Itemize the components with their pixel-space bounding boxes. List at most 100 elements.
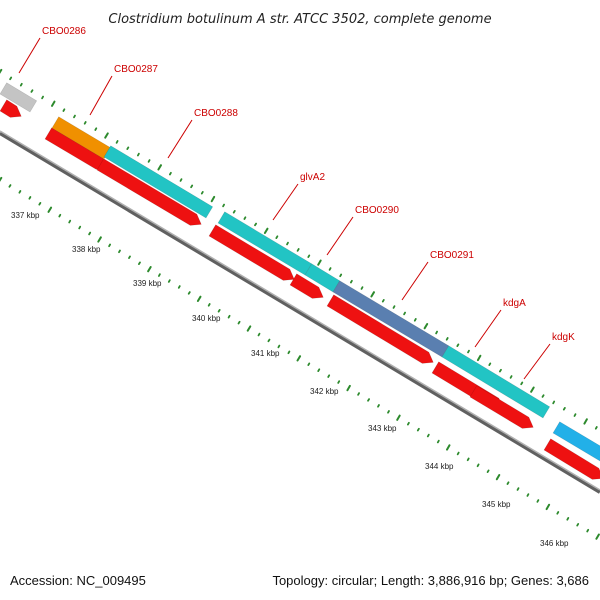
gene-label: CBO0291 <box>430 250 474 261</box>
tick-mark <box>566 517 570 521</box>
tick-mark <box>83 121 87 125</box>
tick-mark <box>168 171 172 176</box>
scale-labels: 337 kbp 338 kbp 339 kbp 340 kbp 341 kbp 342 k… <box>11 211 569 548</box>
gene-leader-line <box>89 75 113 116</box>
tick-mark <box>167 279 171 283</box>
tick-mark <box>357 392 361 396</box>
tick-mark <box>387 410 390 414</box>
tick-mark <box>68 219 72 224</box>
tick-mark <box>370 291 375 298</box>
tick-mark <box>78 225 82 230</box>
tick-mark <box>88 231 92 236</box>
tick-mark <box>526 493 530 497</box>
gene-label: CBO0286 <box>42 26 86 37</box>
tick-mark <box>38 201 42 206</box>
gene-leader-line <box>167 119 193 159</box>
tick-mark <box>287 350 291 355</box>
tick-mark <box>207 303 211 307</box>
scale-label: 345 kbp <box>482 500 511 509</box>
tick-mark <box>0 68 3 74</box>
scale-label: 344 kbp <box>425 462 454 471</box>
tick-mark <box>406 421 410 426</box>
gene-label: kdgK <box>552 332 575 343</box>
tick-mark <box>126 146 130 151</box>
tick-mark <box>426 433 430 438</box>
tick-mark <box>413 317 417 322</box>
gene-label: CBO0290 <box>355 205 399 216</box>
gene-label: CBO0288 <box>194 108 238 119</box>
tick-mark <box>115 140 119 144</box>
tick-mark <box>157 273 161 277</box>
gene-track <box>0 82 600 462</box>
tick-mark <box>8 184 12 188</box>
scale-label: 337 kbp <box>11 211 40 220</box>
tick-mark <box>506 481 510 485</box>
tick-mark <box>377 404 380 408</box>
scale-label: 342 kbp <box>310 387 339 396</box>
tick-mark <box>466 457 470 462</box>
tick-mark <box>243 216 247 220</box>
gene-leader-line <box>474 309 502 348</box>
tick-mark <box>246 325 252 332</box>
tick-mark <box>307 254 311 259</box>
tick-mark <box>267 338 271 343</box>
tick-mark <box>147 266 152 273</box>
tick-mark <box>476 463 480 468</box>
tick-mark <box>317 368 321 373</box>
tick-mark <box>456 343 460 348</box>
tick-mark <box>435 330 439 335</box>
tick-mark <box>520 381 524 386</box>
tick-mark <box>263 227 269 234</box>
scale-label: 339 kbp <box>133 279 162 288</box>
tick-mark <box>467 349 470 354</box>
gene-band <box>103 145 214 219</box>
tick-mark <box>217 308 221 313</box>
tick-mark <box>360 286 364 290</box>
tick-mark <box>62 108 66 112</box>
tick-mark <box>94 127 98 131</box>
tick-mark <box>396 414 401 421</box>
cds-arrow <box>543 438 600 480</box>
tick-mark <box>349 279 353 284</box>
tick-mark <box>210 195 216 203</box>
tick-mark <box>51 100 56 107</box>
tick-mark <box>346 384 351 392</box>
tick-mark <box>136 152 140 157</box>
tick-mark <box>317 259 322 266</box>
tick-mark <box>190 184 194 189</box>
tick-mark <box>254 222 258 227</box>
tick-mark <box>47 206 53 213</box>
tick-mark <box>177 285 181 289</box>
tick-mark <box>488 362 492 367</box>
tick-mark <box>104 132 109 139</box>
tick-mark <box>108 243 111 248</box>
tick-mark <box>530 386 535 393</box>
tick-mark <box>595 533 600 540</box>
tick-mark <box>498 368 502 373</box>
tick-mark <box>445 337 449 341</box>
tick-mark <box>73 114 76 119</box>
tick-mark <box>275 235 279 240</box>
scale-label: 343 kbp <box>368 424 397 433</box>
tick-mark <box>486 469 490 474</box>
tick-mark <box>476 354 482 362</box>
tick-mark <box>30 89 34 93</box>
tick-mark <box>232 209 236 214</box>
tick-mark <box>97 236 102 243</box>
tick-mark <box>296 355 302 362</box>
tick-mark <box>147 159 151 163</box>
tick-mark <box>137 261 141 266</box>
scale-label: 338 kbp <box>72 245 101 254</box>
tick-mark <box>583 418 588 425</box>
tick-mark <box>416 427 420 432</box>
tick-mark <box>257 332 261 337</box>
tick-mark <box>128 255 131 260</box>
accession-text: Accession: NC_009495 <box>10 573 146 588</box>
tick-mark <box>28 196 32 200</box>
scale-label: 341 kbp <box>251 349 280 358</box>
tick-mark <box>337 380 341 384</box>
tick-mark <box>516 487 520 491</box>
gene-label: kdgA <box>503 298 526 309</box>
cds-arrow <box>0 99 22 118</box>
tick-mark <box>436 439 440 444</box>
